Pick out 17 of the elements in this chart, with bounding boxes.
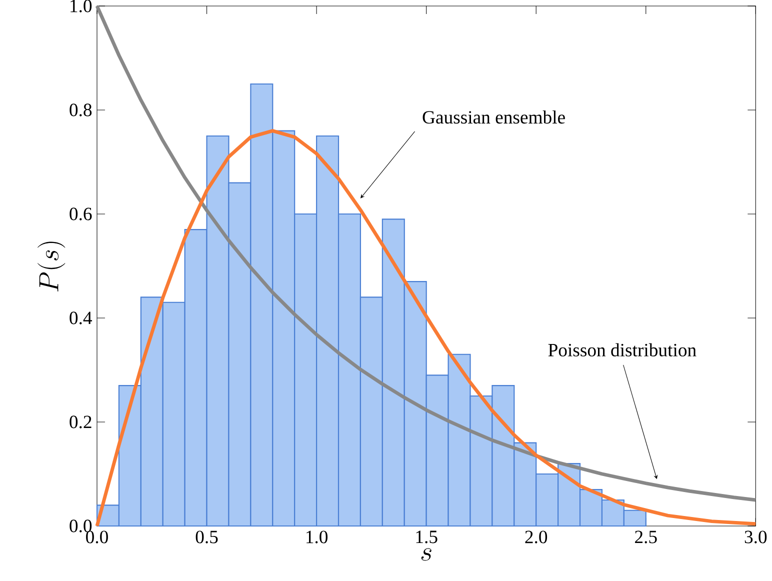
y-axis-title: $P(s)$ xyxy=(38,242,66,292)
x-tick-label: 0.0 xyxy=(86,530,108,544)
y-tick-label: 0.6 xyxy=(70,208,92,220)
y-tick-label: 0.8 xyxy=(70,104,92,116)
x-tick-label: 3.0 xyxy=(744,530,767,544)
annotation: Gaussian ensemble xyxy=(422,110,565,124)
y-tick-label: 0.4 xyxy=(70,312,92,324)
y-tick-label: 0.0 xyxy=(70,520,92,532)
x-tick-label: 1.5 xyxy=(416,530,438,544)
x-axis-title: $s$ xyxy=(421,548,432,561)
y-tick-label: 0.2 xyxy=(70,416,92,428)
annotation: Poisson distribution xyxy=(548,343,696,356)
x-tick-label: 1.0 xyxy=(306,530,328,544)
x-tick-label: 2.0 xyxy=(525,530,548,544)
x-tick-label: 0.5 xyxy=(196,530,218,544)
y-tick-label: 1.0 xyxy=(70,0,92,12)
x-tick-label: 2.5 xyxy=(635,530,657,544)
